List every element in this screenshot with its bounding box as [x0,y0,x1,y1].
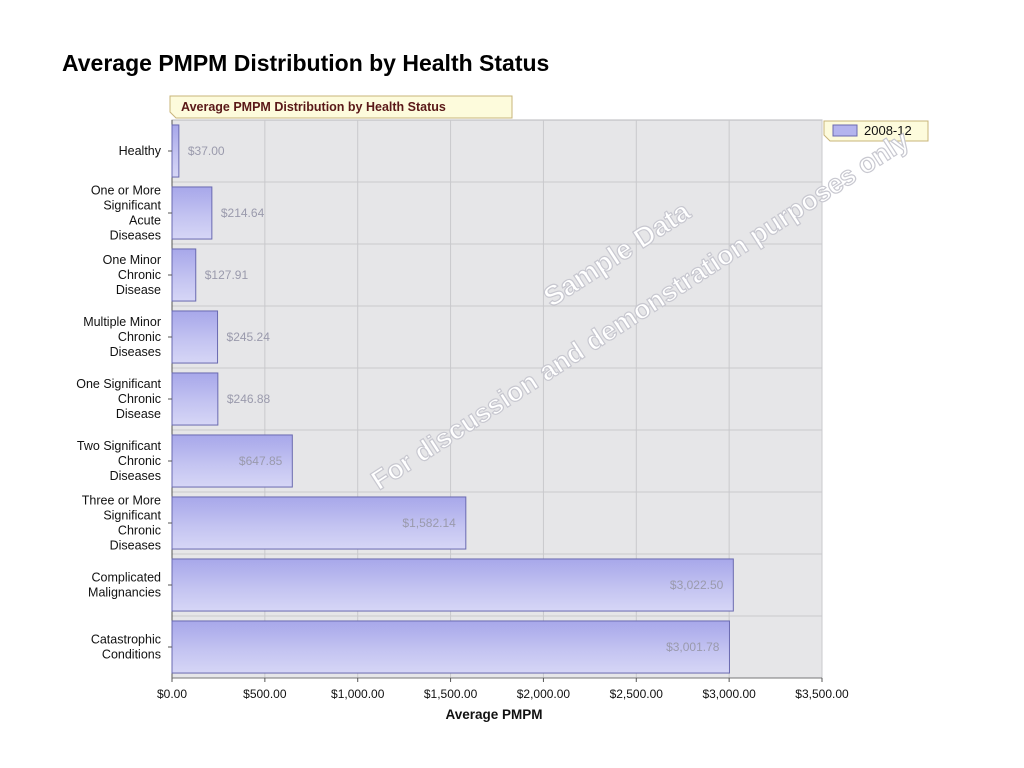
bar [171,186,213,240]
legend-label: 2008-12 [864,123,912,138]
data-label: $3,022.50 [670,578,724,592]
slide-title: Average PMPM Distribution by Health Stat… [62,50,550,76]
data-label: $127.91 [205,268,249,282]
category-label: Two Significant Chronic Diseases [77,439,162,483]
x-tick-label: $500.00 [243,687,287,701]
category-label: One Significant Chronic Disease [76,377,161,421]
data-label: $3,001.78 [666,640,720,654]
legend: 2008-12 [823,120,929,142]
data-label: $37.00 [188,144,225,158]
x-tick-label: $1,000.00 [331,687,385,701]
bars [171,124,734,674]
bar [171,558,734,612]
bar [171,372,219,426]
category-label: Catastrophic Conditions [91,633,161,662]
legend-swatch [832,124,858,137]
x-tick-label: $0.00 [157,687,187,701]
x-tick-label: $1,500.00 [424,687,478,701]
bar [171,248,197,302]
chart-title-box: Average PMPM Distribution by Health Stat… [169,95,513,119]
category-label: Multiple Minor Chronic Diseases [83,315,161,359]
category-label: Complicated Malignancies [88,571,161,600]
x-axis-title: Average PMPM [445,707,542,722]
bar [171,620,730,674]
bar [171,310,219,364]
category-label: One Minor Chronic Disease [103,253,161,297]
category-label: Three or More Significant Chronic Diseases [82,494,162,553]
data-label: $1,582.14 [402,516,456,530]
x-tick-label: $3,500.00 [795,687,849,701]
data-label: $647.85 [239,454,283,468]
x-tick-label: $2,000.00 [517,687,571,701]
data-label: $214.64 [221,206,265,220]
bar [171,124,180,178]
x-tick-label: $3,000.00 [702,687,756,701]
bar [171,434,293,488]
labels: $0.00 $500.00 $1,000.00 $1,500.00 $2,000.00 $… [76,144,849,701]
data-label: $246.88 [227,392,271,406]
chart-title-background [169,95,513,119]
data-label: $245.24 [227,330,271,344]
category-label: Healthy [119,144,162,158]
x-tick-label: $2,500.00 [610,687,664,701]
chart-title: Average PMPM Distribution by Health Stat… [181,100,446,114]
category-label: One or More Significant Acute Diseases [91,184,162,243]
